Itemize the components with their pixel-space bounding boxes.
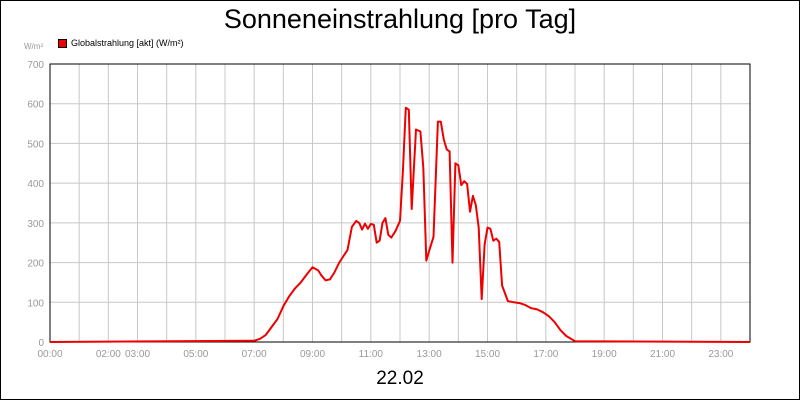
x-tick-label: 11:00 xyxy=(359,349,384,360)
y-tick-label: 100 xyxy=(27,298,44,309)
chart-title: Sonneneinstrahlung [pro Tag] xyxy=(223,4,577,34)
x-tick-label: 17:00 xyxy=(533,349,558,360)
x-tick-label: 03:00 xyxy=(125,349,150,360)
plot-border xyxy=(49,63,751,343)
legend-swatch xyxy=(58,38,67,48)
x-tick-label: 19:00 xyxy=(592,349,617,360)
series-line xyxy=(49,106,751,343)
y-tick-label: 500 xyxy=(27,139,44,150)
x-tick-label: 00:00 xyxy=(37,349,62,360)
y-tick-label: 600 xyxy=(27,100,44,111)
y-tick-label: 400 xyxy=(27,179,44,190)
legend: Globalstrahlung [akt] (W/m²) xyxy=(58,38,184,48)
legend-label: Globalstrahlung [akt] (W/m²) xyxy=(71,38,184,48)
x-tick-label: 02:00 xyxy=(96,349,121,360)
x-tick-label: 15:00 xyxy=(475,349,500,360)
y-tick-label: 0 xyxy=(38,338,44,349)
x-tick-label: 07:00 xyxy=(242,349,267,360)
x-tick-label: 23:00 xyxy=(708,349,733,360)
x-tick-label: 05:00 xyxy=(183,349,208,360)
x-tick-label: 09:00 xyxy=(300,349,325,360)
y-tick-label: 300 xyxy=(27,219,44,230)
y-tick-label: 700 xyxy=(27,60,44,71)
y-tick-label: 200 xyxy=(27,259,44,270)
x-tick-label: 21:00 xyxy=(650,349,675,360)
date-label: 22.02 xyxy=(376,368,424,389)
y-axis-unit: W/m² xyxy=(24,42,44,51)
x-tick-label: 13:00 xyxy=(417,349,442,360)
